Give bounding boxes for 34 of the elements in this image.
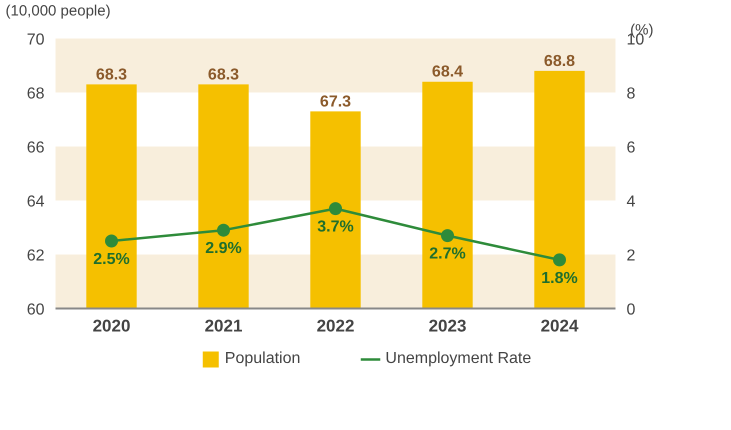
y2-tick-label: 8: [626, 86, 636, 102]
y2-tick-label: 4: [626, 194, 636, 210]
y-tick-label: 60: [26, 302, 45, 318]
point: [217, 224, 230, 237]
data-label: 2.9%: [205, 240, 242, 258]
y-tick-label: 68: [26, 86, 45, 102]
data-label: 68.3: [208, 66, 240, 84]
y2-tick-label: 0: [626, 302, 636, 318]
y-tick-label: 62: [26, 248, 45, 264]
point: [441, 229, 454, 242]
x-tick-label: 2022: [316, 316, 354, 336]
data-label: 2.7%: [429, 246, 466, 263]
legend-label: Population: [224, 350, 300, 368]
x-tick-label: 2021: [204, 316, 242, 336]
x-tick-label: 2020: [92, 316, 130, 336]
data-label: 1.8%: [541, 270, 578, 287]
legend-label: Unemployment Rate: [385, 350, 532, 368]
data-label: 3.7%: [317, 218, 354, 236]
data-label: 2.5%: [93, 251, 130, 268]
y-tick-label: 64: [26, 194, 45, 210]
x-tick-label: 2023: [428, 316, 466, 336]
point: [329, 202, 342, 216]
data-label: 67.3: [320, 93, 352, 110]
y2-tick-label: 6: [626, 140, 636, 156]
y-axis-title: (10,000 people): [6, 2, 111, 20]
y-tick-label: 70: [26, 32, 45, 48]
data-label: 68.3: [96, 66, 128, 84]
data-label: 68.8: [544, 52, 576, 70]
point: [105, 234, 118, 248]
point: [553, 253, 566, 266]
data-label: 68.4: [432, 64, 464, 81]
y2-tick-label: 2: [626, 248, 636, 264]
y-tick-label: 66: [26, 140, 45, 156]
x-tick-label: 2024: [540, 316, 579, 336]
